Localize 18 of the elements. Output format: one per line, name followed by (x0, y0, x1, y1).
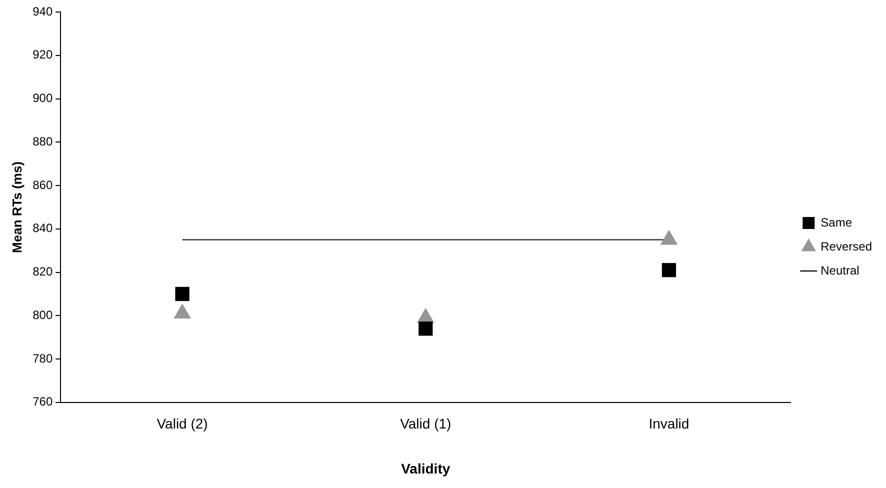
y-tick-label: 920 (32, 48, 53, 62)
y-tick-label: 900 (32, 91, 53, 106)
y-tick-label: 940 (32, 4, 53, 18)
y-tick-label: 840 (32, 221, 53, 236)
y-tick-label: 760 (32, 394, 53, 409)
y-tick-label: 880 (32, 134, 53, 148)
x-tick-label: Valid (2) (156, 416, 208, 432)
x-axis-title: Validity (401, 460, 450, 476)
y-axis-title: Mean RTs (ms) (9, 161, 24, 253)
y-tick-label: 780 (32, 351, 53, 366)
y-tick-label: 820 (32, 264, 53, 279)
legend-label: Same (820, 215, 852, 230)
x-tick-label: Valid (1) (400, 416, 452, 432)
y-tick-label: 860 (32, 178, 53, 192)
legend-label: Neutral (820, 263, 860, 278)
x-tick-label: Invalid (648, 416, 690, 432)
y-tick-label: 800 (32, 308, 53, 322)
legend-label: Reversed (820, 239, 872, 254)
